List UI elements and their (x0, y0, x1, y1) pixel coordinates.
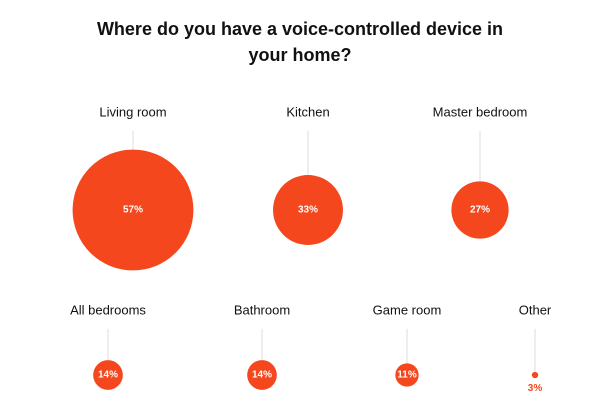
value-label: 33% (298, 205, 318, 216)
title-line: your home? (248, 45, 351, 65)
bubble (531, 371, 539, 379)
value-label: 11% (397, 370, 417, 381)
bubble (72, 149, 194, 271)
title-line: Where do you have a voice-controlled dev… (97, 19, 503, 39)
value-label: 14% (98, 370, 118, 381)
bubble (93, 360, 123, 390)
value-label: 57% (123, 205, 143, 216)
category-label: Living room (99, 104, 166, 119)
value-label: 14% (252, 370, 272, 381)
bubble (247, 360, 277, 390)
bubble (451, 181, 509, 239)
category-label: Other (519, 302, 552, 317)
category-label: Game room (373, 302, 442, 317)
bubble (395, 363, 419, 387)
category-label: All bedrooms (70, 302, 146, 317)
value-label: 27% (470, 205, 490, 216)
bubble (273, 175, 343, 245)
category-label: Kitchen (286, 104, 329, 119)
category-label: Bathroom (234, 302, 290, 317)
value-label: 3% (528, 383, 543, 394)
category-label: Master bedroom (433, 104, 528, 119)
chart-title: Where do you have a voice-controlled dev… (97, 19, 503, 65)
